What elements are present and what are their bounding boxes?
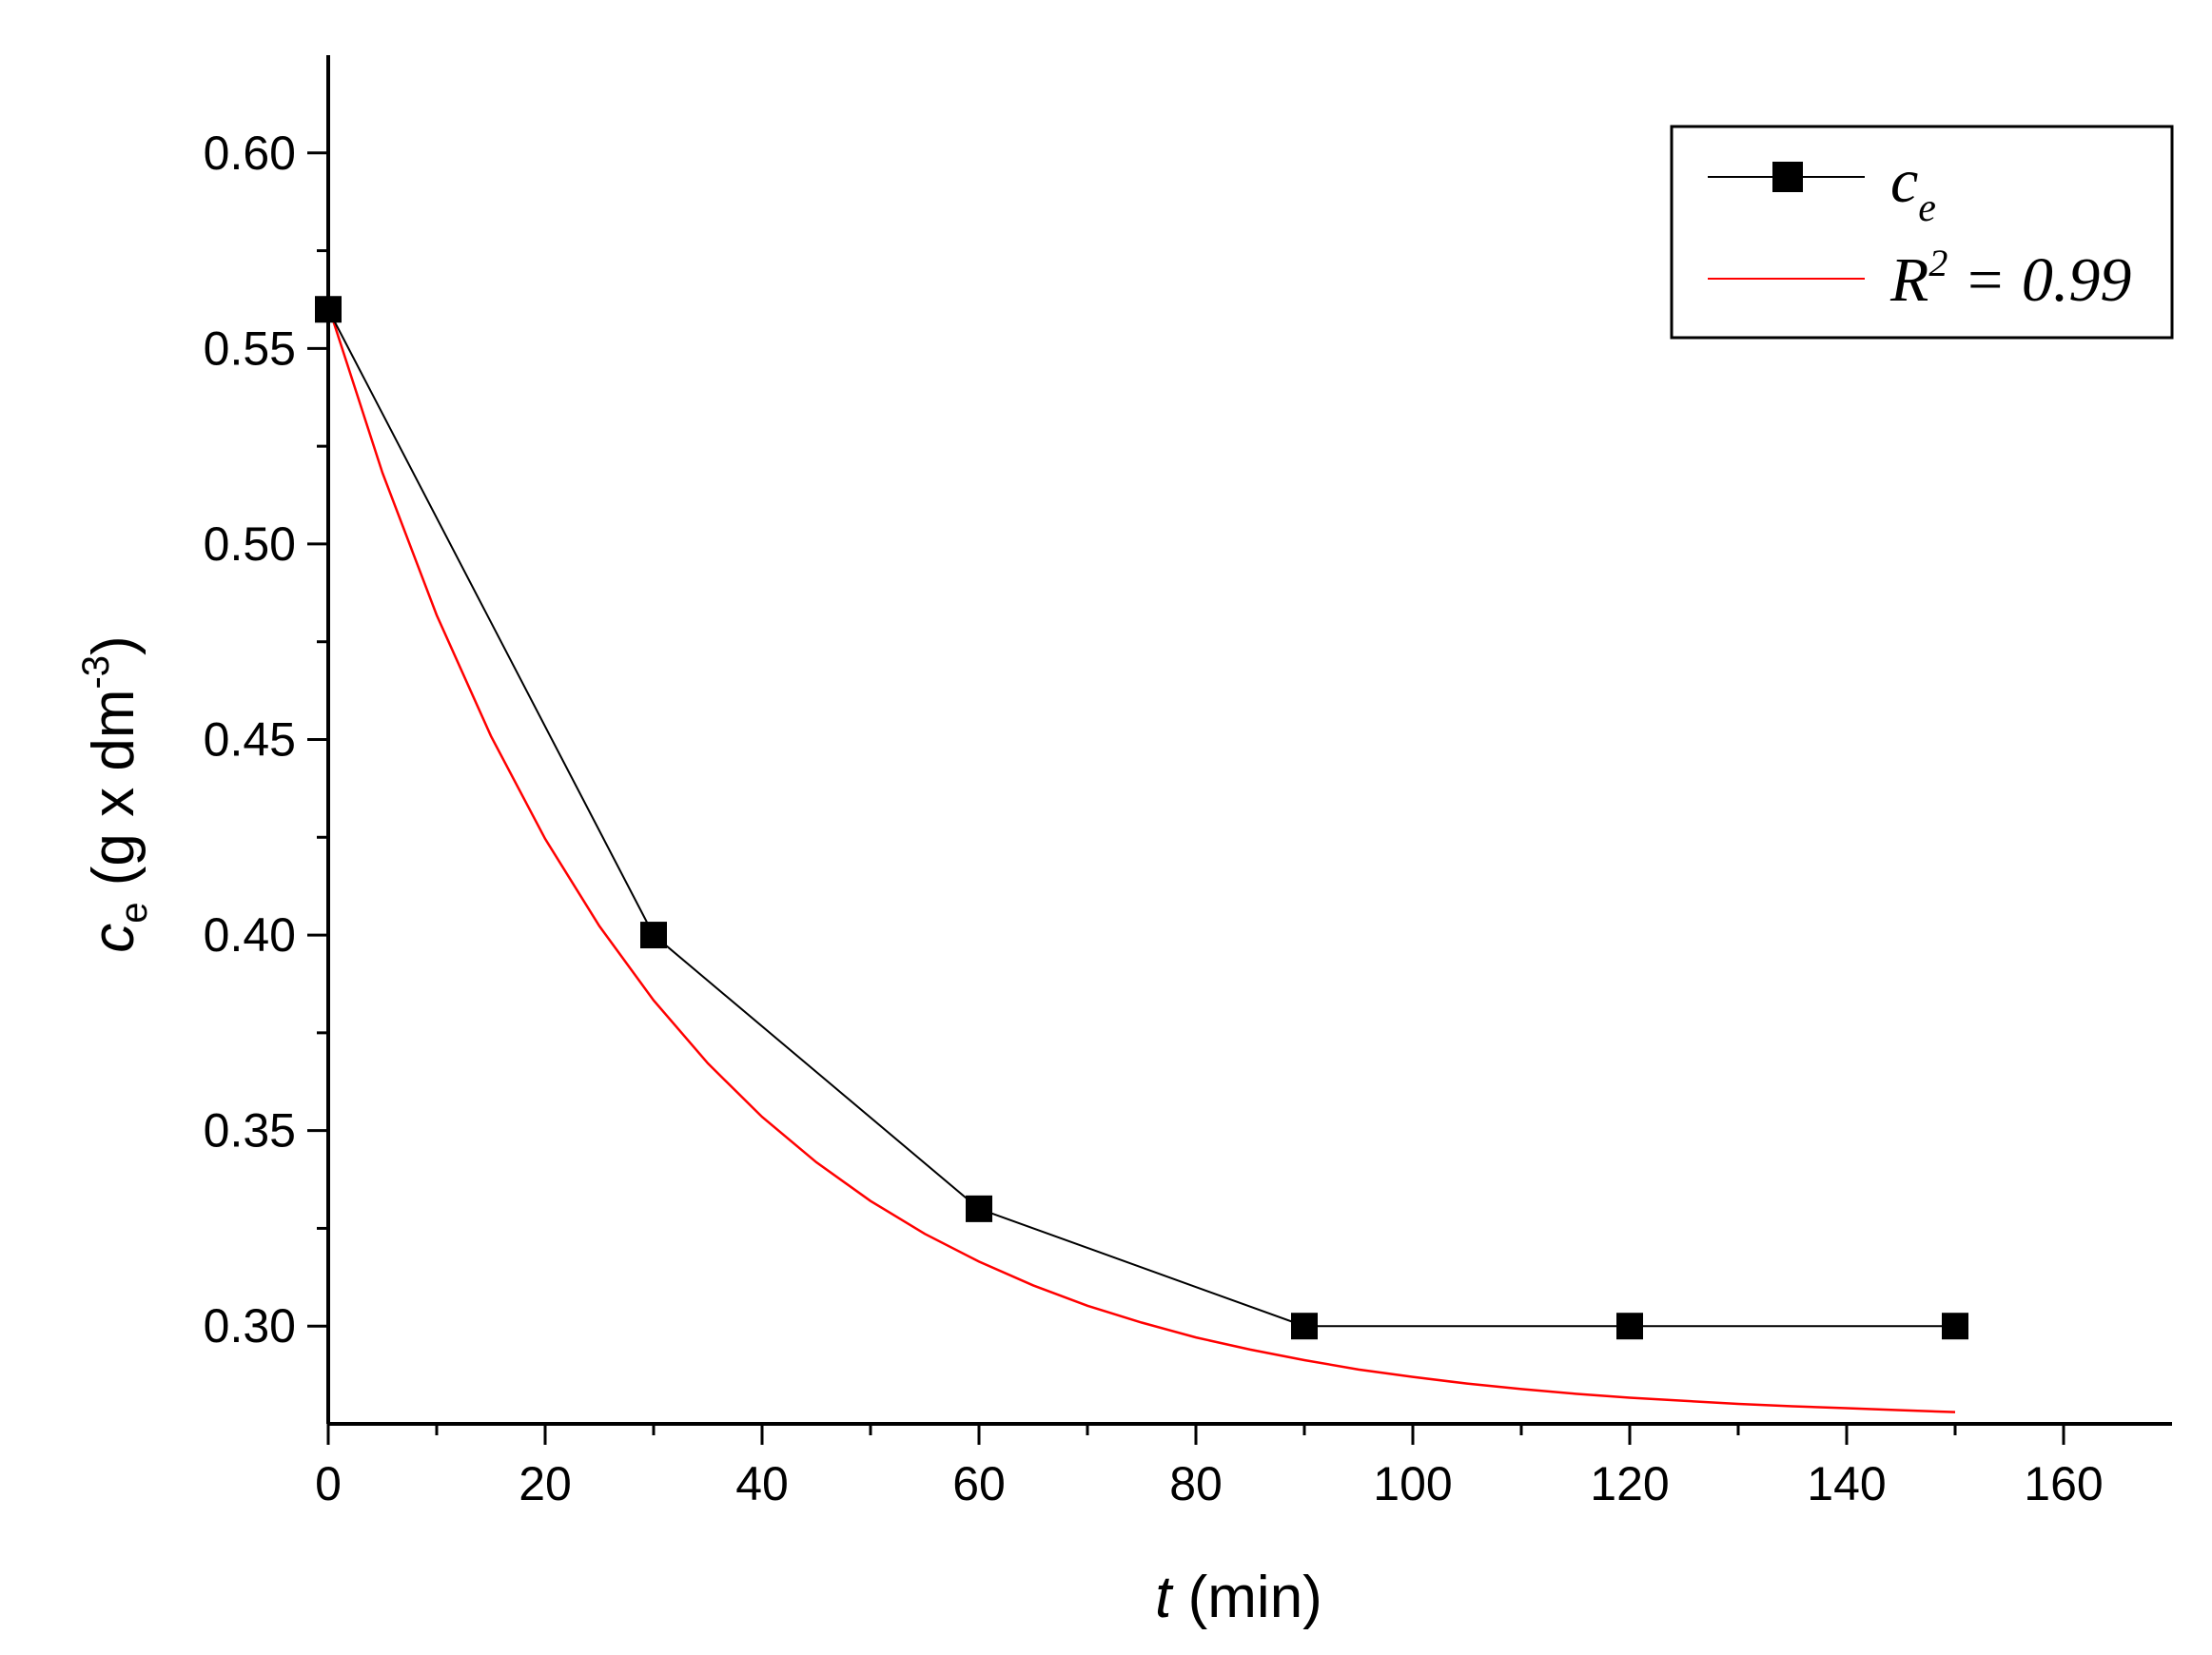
- plot-area: [315, 296, 1968, 1413]
- y-tick-label: 0.50: [204, 517, 296, 571]
- ce-series-line: [327, 308, 1955, 1328]
- x-tick-label: 120: [1590, 1457, 1669, 1510]
- fit-curve: [326, 304, 1956, 1413]
- y-tick-label: 0.45: [204, 713, 296, 767]
- y-tick-label: 0.60: [204, 127, 296, 180]
- y-tick-label: 0.40: [204, 908, 296, 962]
- ce-data-point: [1291, 1313, 1318, 1340]
- x-tick-label: 80: [1169, 1457, 1223, 1510]
- y-tick-label: 0.55: [204, 321, 296, 375]
- x-tick-label: 100: [1373, 1457, 1452, 1510]
- svg-text:ce (g x dm-3): ce (g x dm-3): [75, 635, 155, 952]
- legend-label-fit: R2 = 0.99: [1889, 242, 2131, 315]
- legend-label-ce: ce: [1890, 146, 1936, 230]
- y-axis-title: ce (g x dm-3): [75, 635, 155, 952]
- ce-data-point: [1616, 1313, 1643, 1340]
- ce-data-point: [640, 922, 667, 949]
- legend-marker-ce: [1772, 162, 1803, 192]
- x-tick-label: 160: [2024, 1457, 2103, 1510]
- ce-data-point: [315, 296, 342, 323]
- ce-data-point: [966, 1195, 992, 1222]
- x-tick-label: 60: [952, 1457, 1006, 1510]
- x-tick-label: 140: [1807, 1457, 1886, 1510]
- ce-data-point: [1942, 1313, 1968, 1340]
- tick-labels: 0 20 40 60 80 100 120 140 160 0.30 0.35 0.40 0.45 0.5…: [204, 127, 2104, 1510]
- svg-text:t (min): t (min): [1155, 1565, 1322, 1630]
- x-tick-label: 40: [735, 1457, 789, 1510]
- y-tick-label: 0.35: [204, 1104, 296, 1158]
- x-tick-label: 20: [519, 1457, 572, 1510]
- ticks: [307, 151, 2065, 1445]
- y-tick-label: 0.30: [204, 1299, 296, 1353]
- x-tick-label: 0: [315, 1457, 342, 1510]
- legend: ce R2 = 0.99: [1670, 125, 2174, 340]
- x-axis-title: t (min): [1155, 1565, 1322, 1630]
- legend-box: [1670, 125, 2174, 340]
